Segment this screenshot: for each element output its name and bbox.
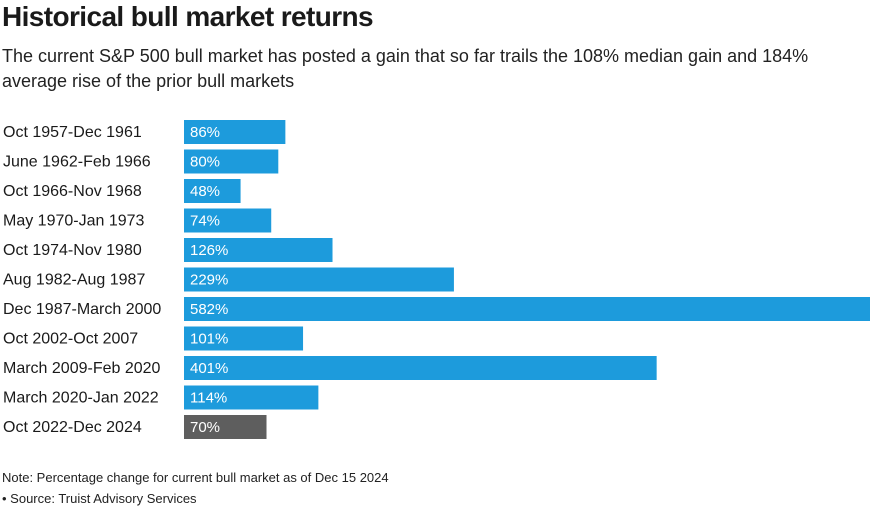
category-label: Oct 1957-Dec 1961 xyxy=(3,124,142,141)
bar-value-label: 86% xyxy=(190,124,220,141)
category-label: Aug 1982-Aug 1987 xyxy=(3,272,145,289)
category-label: Oct 2022-Dec 2024 xyxy=(3,419,142,436)
category-label: March 2020-Jan 2022 xyxy=(3,390,159,407)
bar-value-label: 401% xyxy=(190,360,228,377)
category-label: March 2009-Feb 2020 xyxy=(3,360,161,377)
bar-value-label: 229% xyxy=(190,271,228,288)
bar-value-label: 114% xyxy=(190,389,227,406)
category-label: Oct 1974-Nov 1980 xyxy=(3,242,142,259)
bar xyxy=(184,149,279,174)
category-label: Dec 1987-March 2000 xyxy=(3,301,161,318)
bar xyxy=(184,208,272,233)
bar xyxy=(184,326,304,351)
source-note: • Source: Truist Advisory Services xyxy=(2,491,197,506)
bar-value-label: 48% xyxy=(190,183,220,200)
bar xyxy=(184,297,870,321)
bar xyxy=(184,356,657,380)
bar-value-label: 70% xyxy=(190,419,220,436)
category-label: Oct 2002-Oct 2007 xyxy=(3,331,138,348)
bar-value-label: 80% xyxy=(190,153,220,170)
bar-value-label: 74% xyxy=(190,212,220,229)
bar-chart: Oct 1957-Dec 1961 86% June 1962-Feb 1966 80… xyxy=(3,120,870,439)
category-label: May 1970-Jan 1973 xyxy=(3,213,145,230)
chart-title: Historical bull market returns xyxy=(2,1,374,32)
bar-current xyxy=(184,415,267,439)
bar xyxy=(184,267,454,292)
category-label: Oct 1966-Nov 1968 xyxy=(3,183,142,200)
bar xyxy=(184,179,241,203)
footnote: Note: Percentage change for current bull… xyxy=(2,470,389,485)
chart-subtitle: The current S&P 500 bull market has post… xyxy=(2,46,809,91)
category-label: June 1962-Feb 1966 xyxy=(3,154,151,171)
bar-value-label: 101% xyxy=(190,330,228,347)
bar xyxy=(184,385,319,410)
bar-value-label: 582% xyxy=(190,301,228,318)
bar xyxy=(184,120,286,144)
bar xyxy=(184,238,333,262)
bar-value-label: 126% xyxy=(190,242,228,259)
